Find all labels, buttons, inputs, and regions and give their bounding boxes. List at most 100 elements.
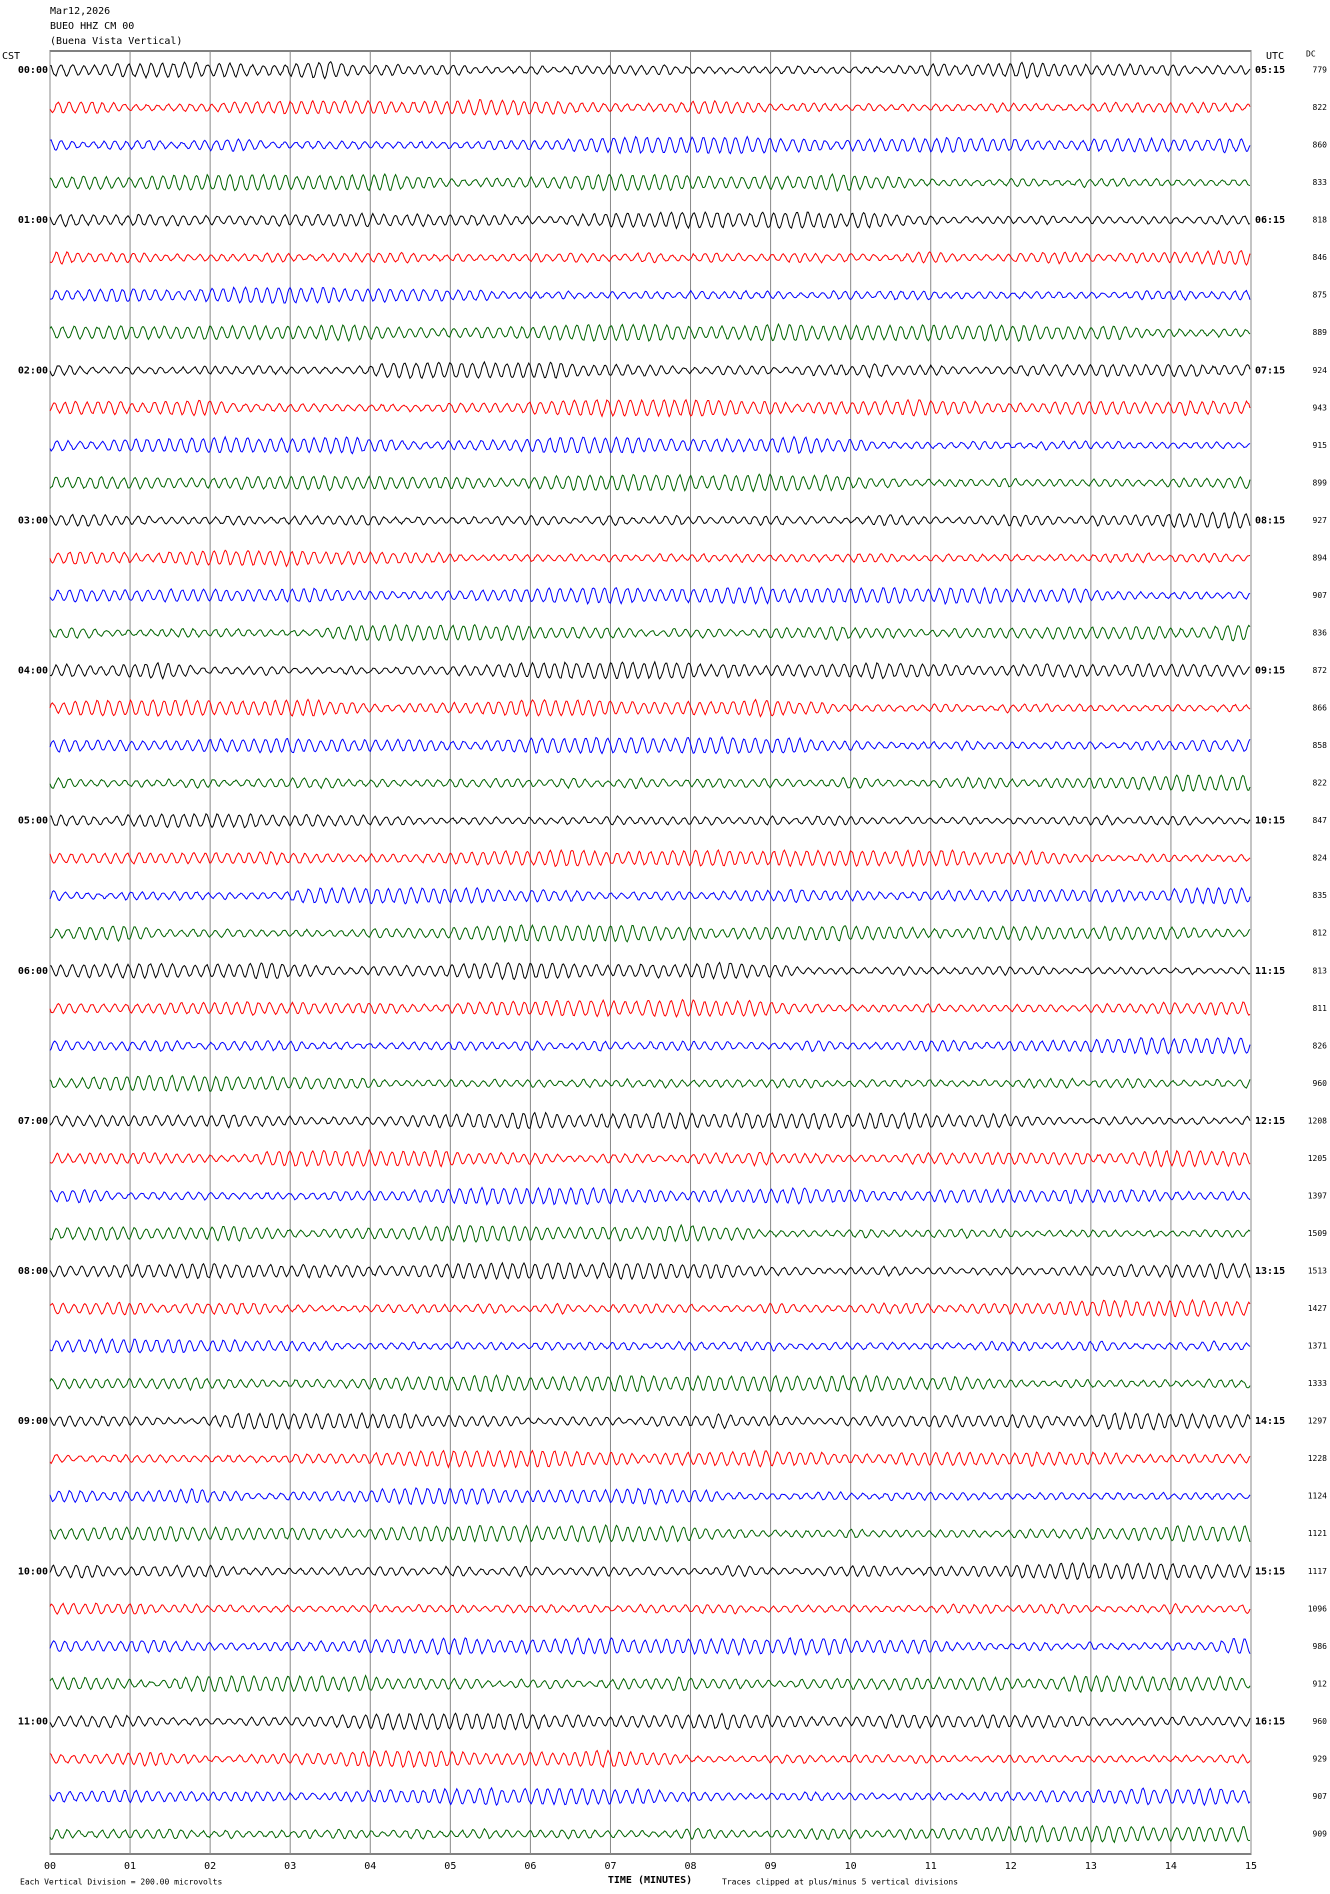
dc-value: 818 [1313, 216, 1328, 225]
trace [49, 1148, 1251, 1168]
utc-label: 05:15 [1255, 65, 1285, 76]
dc-value: 894 [1313, 553, 1328, 562]
dc-value: 943 [1313, 403, 1328, 412]
x-tick-label: 02 [204, 1861, 216, 1872]
cst-label: 00:00 [18, 65, 48, 76]
trace [49, 1674, 1251, 1694]
trace [49, 998, 1251, 1018]
utc-label: 12:15 [1255, 1116, 1285, 1127]
trace [49, 549, 1251, 568]
utc-label: 10:15 [1255, 816, 1285, 827]
trace [49, 774, 1251, 792]
dc-value: 912 [1313, 1679, 1328, 1688]
trace [49, 1374, 1251, 1393]
dc-value: 872 [1313, 666, 1328, 675]
dc-value: 1208 [1308, 1116, 1327, 1125]
trace [49, 1524, 1251, 1544]
dc-value: 909 [1313, 1830, 1328, 1839]
dc-value: 1297 [1308, 1417, 1327, 1426]
trace [49, 698, 1251, 718]
dc-value: 1397 [1308, 1191, 1327, 1200]
utc-label: 13:15 [1255, 1266, 1285, 1277]
trace [49, 886, 1251, 905]
cst-label: 09:00 [18, 1416, 48, 1427]
utc-label: 08:15 [1255, 515, 1285, 526]
dc-value: 1121 [1308, 1529, 1327, 1538]
trace [49, 961, 1251, 981]
utc-label: 16:15 [1255, 1716, 1285, 1727]
utc-label: 15:15 [1255, 1566, 1285, 1577]
dc-value: 822 [1313, 779, 1328, 788]
dc-value: 812 [1313, 929, 1328, 938]
dc-value: 986 [1313, 1642, 1328, 1651]
dc-value: 927 [1313, 516, 1328, 525]
trace [49, 1749, 1251, 1769]
cst-label: 03:00 [18, 515, 48, 526]
cst-label: 02:00 [18, 365, 48, 376]
dc-value: 924 [1313, 366, 1328, 375]
utc-label: 06:15 [1255, 215, 1285, 226]
x-tick-label: 14 [1165, 1861, 1177, 1872]
trace [49, 435, 1251, 455]
trace [50, 286, 1251, 304]
trace [49, 172, 1251, 193]
x-tick-label: 08 [685, 1861, 697, 1872]
x-tick-label: 04 [364, 1861, 376, 1872]
dc-value: 847 [1313, 816, 1328, 825]
trace [49, 473, 1251, 493]
trace [49, 211, 1251, 230]
x-tick-label: 01 [124, 1861, 136, 1872]
cst-label: 08:00 [18, 1266, 48, 1277]
trace [49, 1636, 1251, 1657]
left-axis-label: CST [2, 51, 20, 62]
x-tick-label: 12 [1005, 1861, 1017, 1872]
title-line: Mar12,2026 [50, 6, 110, 17]
trace [49, 398, 1251, 418]
dc-label: DC [1306, 50, 1316, 59]
trace [49, 511, 1251, 529]
dc-value: 860 [1313, 141, 1328, 150]
utc-label: 09:15 [1255, 666, 1285, 677]
trace [49, 1337, 1251, 1355]
trace [49, 1074, 1251, 1093]
trace [49, 1111, 1251, 1131]
trace [49, 60, 1251, 80]
title-line: BUEO HHZ CM 00 [50, 21, 134, 32]
trace [49, 1561, 1251, 1581]
trace [49, 623, 1251, 643]
cst-label: 11:00 [18, 1716, 48, 1727]
dc-value: 929 [1313, 1754, 1328, 1763]
clip-note: Traces clipped at plus/minus 5 vertical … [722, 1878, 958, 1887]
trace [49, 1298, 1251, 1318]
trace [49, 1261, 1251, 1281]
trace [49, 1712, 1251, 1731]
x-tick-label: 15 [1245, 1861, 1257, 1872]
cst-label: 04:00 [18, 666, 48, 677]
dc-value: 915 [1313, 441, 1328, 450]
x-tick-label: 13 [1085, 1861, 1097, 1872]
dc-value: 836 [1313, 628, 1328, 637]
trace [49, 322, 1251, 342]
x-tick-label: 11 [925, 1861, 937, 1872]
dc-value: 907 [1313, 591, 1328, 600]
dc-value: 813 [1313, 966, 1328, 975]
cst-label: 01:00 [18, 215, 48, 226]
scale-note: Each Vertical Division = 200.00 microvol… [20, 1878, 222, 1887]
dc-value: 826 [1313, 1041, 1328, 1050]
dc-value: 822 [1313, 103, 1328, 112]
dc-value: 907 [1313, 1792, 1328, 1801]
trace [49, 1036, 1251, 1056]
cst-label: 10:00 [18, 1566, 48, 1577]
dc-value: 1427 [1308, 1304, 1327, 1313]
x-tick-label: 10 [845, 1861, 857, 1872]
dc-value: 866 [1313, 704, 1328, 713]
trace [49, 848, 1251, 868]
x-tick-label: 09 [765, 1861, 777, 1872]
trace [49, 98, 1251, 116]
utc-label: 14:15 [1255, 1416, 1285, 1427]
dc-value: 811 [1313, 1004, 1328, 1013]
trace [49, 812, 1251, 829]
x-tick-label: 03 [284, 1861, 296, 1872]
utc-label: 11:15 [1255, 966, 1285, 977]
